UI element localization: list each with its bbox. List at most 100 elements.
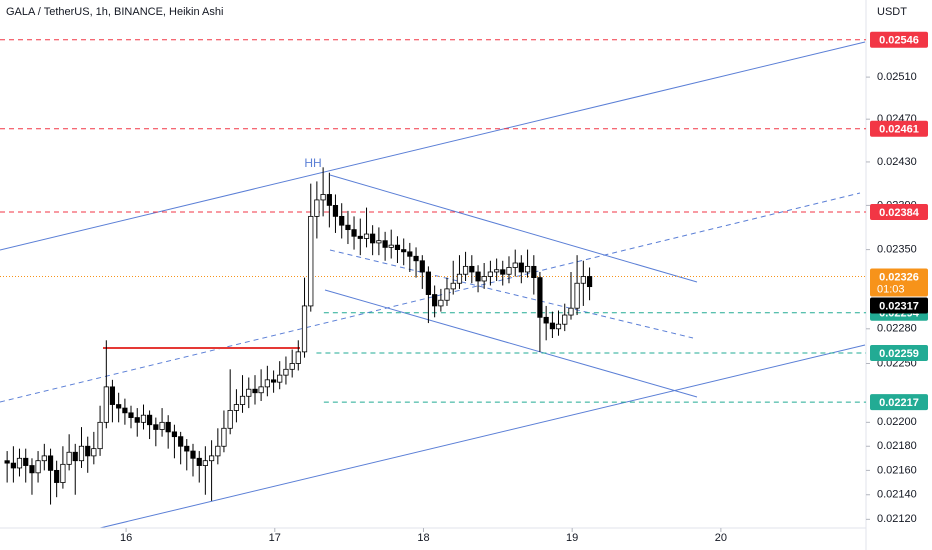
last-price-label: 0.02317 xyxy=(879,300,919,312)
candle-body xyxy=(146,414,153,426)
candle-body xyxy=(494,269,500,273)
candle-body xyxy=(487,271,493,277)
candle-body xyxy=(72,451,78,462)
y-tick-label: 0.02510 xyxy=(877,71,917,83)
candle-body xyxy=(140,414,147,423)
countdown: 01:03 xyxy=(877,283,905,295)
candle-body xyxy=(184,445,190,452)
current-price-label: 0.02326 xyxy=(879,271,919,283)
candle-body xyxy=(332,205,339,217)
candle-body xyxy=(500,269,506,275)
x-tick-label: 18 xyxy=(417,532,429,544)
candle-body xyxy=(555,323,562,330)
candle-body xyxy=(202,460,208,466)
candle-body xyxy=(432,294,438,307)
candle-body xyxy=(4,460,10,464)
candle-body xyxy=(456,273,463,284)
candle-body xyxy=(227,410,233,429)
candle-body xyxy=(47,455,54,471)
candle-body xyxy=(450,282,456,290)
candle-body xyxy=(562,314,568,325)
candle-body xyxy=(270,379,277,383)
candle-body xyxy=(351,229,357,237)
candle-body xyxy=(339,215,345,226)
candle-body xyxy=(481,276,487,282)
candle-body xyxy=(444,288,450,301)
candle-body xyxy=(394,244,401,251)
candle-body xyxy=(41,455,47,462)
y-tick-label: 0.02430 xyxy=(877,156,917,168)
candle-body xyxy=(128,412,134,418)
descending-upper xyxy=(329,174,698,283)
candle-body xyxy=(295,351,301,364)
y-tick-label: 0.02180 xyxy=(877,440,917,452)
candle-body xyxy=(382,240,388,248)
level-label: 0.02217 xyxy=(879,397,919,409)
candle-body xyxy=(208,455,215,462)
candle-body xyxy=(35,460,41,474)
candle-body xyxy=(438,299,444,307)
candle-body xyxy=(159,421,165,430)
current-price-box xyxy=(870,268,928,297)
level-label: 0.02546 xyxy=(879,35,919,47)
candle-body xyxy=(171,431,178,438)
level-label-box xyxy=(870,345,928,362)
level-label-box xyxy=(870,120,928,137)
candle-body xyxy=(537,277,543,318)
candle-body xyxy=(549,322,556,330)
y-tick-label: 0.02280 xyxy=(877,323,917,335)
candle-body xyxy=(586,276,593,288)
candle-body xyxy=(134,417,140,423)
candle-body xyxy=(16,457,23,469)
candle-body xyxy=(97,421,103,450)
candle-body xyxy=(413,255,419,262)
candle-body xyxy=(277,374,283,383)
candle-body xyxy=(289,363,295,370)
candle-body xyxy=(506,267,512,275)
candle-body xyxy=(543,316,549,324)
drawings xyxy=(0,41,866,529)
descending-lower xyxy=(324,289,698,398)
x-tick-label: 17 xyxy=(269,532,281,544)
candle-body xyxy=(376,240,382,244)
level-label: 0.02384 xyxy=(879,207,920,219)
annotation: HH xyxy=(304,156,321,170)
candle-body xyxy=(153,424,159,430)
candle-body xyxy=(568,307,574,316)
candles xyxy=(4,167,593,505)
last-price-box xyxy=(870,297,928,314)
candle-body xyxy=(178,436,184,447)
y-tick-label: 0.02160 xyxy=(877,464,917,476)
candle-body xyxy=(469,265,475,273)
candle-body xyxy=(103,386,109,423)
candle-body xyxy=(221,427,227,447)
candle-body xyxy=(283,368,289,376)
candle-body xyxy=(54,469,60,483)
y-tick-label: 0.02140 xyxy=(877,489,917,501)
candle-body xyxy=(23,457,29,466)
x-tick-label: 20 xyxy=(715,532,727,544)
level-label-box xyxy=(870,394,928,411)
candle-body xyxy=(462,265,469,275)
candle-body xyxy=(78,445,85,462)
candle-body xyxy=(363,233,370,239)
level-label-box xyxy=(870,203,928,220)
candle-body xyxy=(574,282,580,309)
y-tick-label: 0.02120 xyxy=(877,513,917,525)
y-axis-label: USDT xyxy=(877,6,907,18)
candle-body xyxy=(29,465,35,474)
y-tick-label: 0.02200 xyxy=(877,416,917,428)
candle-body xyxy=(518,262,524,273)
candle-body xyxy=(91,448,97,457)
candle-body xyxy=(580,276,586,284)
candle-body xyxy=(109,386,116,405)
x-tick-label: 19 xyxy=(566,532,578,544)
candle-body xyxy=(190,450,196,459)
candle-body xyxy=(239,395,246,405)
candle-body xyxy=(308,215,314,307)
candle-body xyxy=(165,421,171,433)
candle-body xyxy=(407,251,413,257)
candle-body xyxy=(122,407,128,414)
candle-body xyxy=(66,451,72,465)
candle-body xyxy=(524,265,531,273)
